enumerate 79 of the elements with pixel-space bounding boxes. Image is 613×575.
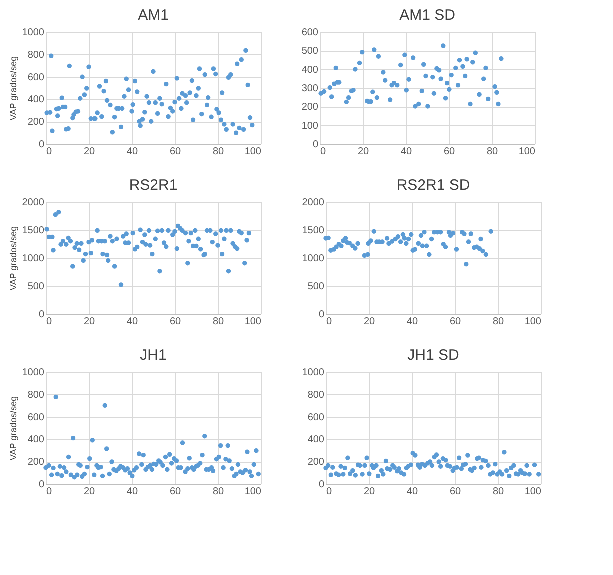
x-tick-label: 0 xyxy=(46,486,52,498)
x-tick-label: 0 xyxy=(46,146,52,158)
chart-title: RS2R1 SD xyxy=(396,177,470,194)
y-tick-label: 1000 xyxy=(302,368,325,378)
y-tick-label: 500 xyxy=(302,46,319,58)
y-tick-label: 0 xyxy=(318,480,325,490)
x-tick-label: 100 xyxy=(244,316,262,328)
y-tick-label: 400 xyxy=(28,94,45,106)
y-tick-label: 1000 xyxy=(22,254,45,264)
y-tick-label: 600 xyxy=(28,72,45,84)
y-tick-label: 600 xyxy=(308,412,325,424)
x-tick-label: 100 xyxy=(244,486,262,498)
y-tick-label: 200 xyxy=(302,102,319,114)
x-tick-label: 20 xyxy=(84,486,96,498)
y-tick-label: 2000 xyxy=(302,198,325,208)
y-tick-label: 1000 xyxy=(22,28,45,38)
x-tick-label: 80 xyxy=(492,316,504,328)
y-tick-label: 600 xyxy=(302,28,319,38)
x-tick-label: 0 xyxy=(326,316,332,328)
y-tick-label: 1500 xyxy=(302,226,325,236)
chart-title: RS2R1 xyxy=(129,177,178,194)
x-tick-label: 60 xyxy=(170,146,182,158)
x-tick-label: 100 xyxy=(518,146,536,158)
y-tick-label: 0 xyxy=(38,480,45,490)
y-tick-label: 400 xyxy=(28,434,45,446)
x-tick-label: 100 xyxy=(524,486,542,498)
x-tick-label: 40 xyxy=(126,146,138,158)
y-tick-label: 200 xyxy=(28,457,45,468)
y-tick-label: 300 xyxy=(302,84,319,94)
x-tick-label: 80 xyxy=(212,486,224,498)
y-tick-label: 1000 xyxy=(302,254,325,264)
chart-title: AM1 xyxy=(138,7,169,24)
x-tick-label: 20 xyxy=(364,486,376,498)
x-tick-label: 40 xyxy=(406,486,418,498)
y-tick-label: 0 xyxy=(312,140,319,150)
x-tick-label: 0 xyxy=(326,486,332,498)
chart-title: AM1 SD xyxy=(400,7,456,24)
y-tick-label: 800 xyxy=(28,50,45,61)
y-tick-label: 200 xyxy=(28,117,45,128)
x-tick-label: 20 xyxy=(84,146,96,158)
x-tick-label: 20 xyxy=(84,316,96,328)
x-tick-label: 40 xyxy=(406,316,418,328)
y-tick-label: 500 xyxy=(28,282,45,292)
y-tick-label: 0 xyxy=(38,310,45,320)
chart-title: JH1 SD xyxy=(408,347,460,364)
x-tick-label: 80 xyxy=(212,146,224,158)
x-tick-label: 60 xyxy=(450,316,462,328)
x-tick-label: 80 xyxy=(212,316,224,328)
x-tick-label: 80 xyxy=(486,146,498,158)
x-tick-label: 100 xyxy=(524,316,542,328)
y-tick-label: 800 xyxy=(308,390,325,401)
y-axis-title: VAP grados/seg xyxy=(8,56,18,121)
x-tick-label: 20 xyxy=(358,146,370,158)
x-tick-label: 20 xyxy=(364,316,376,328)
y-tick-label: 2000 xyxy=(22,198,45,208)
y-tick-label: 100 xyxy=(302,120,319,132)
x-tick-label: 0 xyxy=(46,316,52,328)
x-tick-label: 40 xyxy=(400,146,412,158)
y-tick-label: 600 xyxy=(28,412,45,424)
x-tick-label: 60 xyxy=(170,316,182,328)
y-tick-label: 0 xyxy=(318,310,325,320)
y-axis-title: VAP grados/seg xyxy=(8,226,18,291)
x-tick-label: 40 xyxy=(126,486,138,498)
x-tick-label: 60 xyxy=(450,486,462,498)
y-tick-label: 800 xyxy=(28,390,45,401)
chart-title: JH1 xyxy=(140,347,167,364)
y-tick-label: 400 xyxy=(308,434,325,446)
y-tick-label: 200 xyxy=(308,457,325,468)
x-tick-label: 80 xyxy=(492,486,504,498)
y-tick-label: 400 xyxy=(302,64,319,76)
y-axis-title: VAP grados/seg xyxy=(8,396,18,461)
x-tick-label: 100 xyxy=(244,146,262,158)
y-tick-label: 500 xyxy=(308,282,325,292)
y-tick-label: 1500 xyxy=(22,226,45,236)
y-tick-label: 0 xyxy=(38,140,45,150)
x-tick-label: 60 xyxy=(170,486,182,498)
y-tick-label: 1000 xyxy=(22,368,45,378)
x-tick-label: 40 xyxy=(126,316,138,328)
x-tick-label: 60 xyxy=(444,146,456,158)
